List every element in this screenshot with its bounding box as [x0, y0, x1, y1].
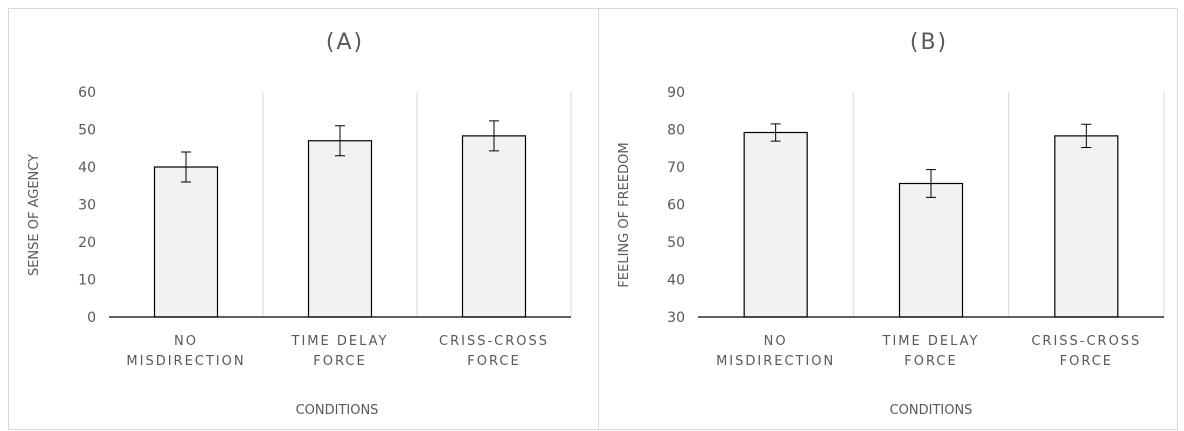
y-tick-label: 40 [78, 160, 96, 176]
category-label: FORCE [313, 354, 366, 369]
category-label: FORCE [1060, 354, 1113, 369]
y-tick-label: 30 [667, 310, 685, 326]
y-tick-label: 60 [78, 85, 96, 101]
y-tick-label: 90 [667, 85, 685, 101]
bar [1054, 135, 1119, 318]
y-tick-label: 70 [667, 160, 685, 176]
category-label: NO [174, 334, 198, 349]
bar [898, 182, 964, 318]
bar [153, 166, 219, 318]
x-axis-label: CONDITIONS [890, 403, 973, 418]
x-axis-label: CONDITIONS [296, 403, 379, 418]
y-tick-label: 0 [87, 310, 96, 326]
y-axis-label: FEELING OF FREEDOM [617, 142, 632, 287]
category-label: TIME DELAY [882, 334, 980, 349]
category-label: MISDIRECTION [126, 354, 245, 369]
category-label: MISDIRECTION [716, 354, 835, 369]
y-tick-label: 40 [667, 273, 685, 289]
y-tick-label: 80 [667, 123, 685, 139]
bar [743, 131, 808, 318]
chart-title: (A) [326, 30, 364, 55]
category-label: NO [764, 334, 788, 349]
chart-panel-a: (A) SENSE OF AGENCY CONDITIONS 0 10 20 30 40… [8, 8, 600, 430]
y-tick-label: 50 [667, 235, 685, 251]
y-tick-label: 20 [78, 235, 96, 251]
category-label: CRISS-CROSS [439, 334, 549, 349]
bar [307, 140, 373, 318]
category-label: FORCE [467, 354, 520, 369]
y-tick-label: 30 [78, 198, 96, 214]
category-label: FORCE [904, 354, 957, 369]
y-tick-label: 60 [667, 198, 685, 214]
chart-b-svg: (B) FEELING OF FREEDOM CONDITIONS 30 40 50… [617, 30, 1165, 418]
category-label: CRISS-CROSS [1031, 334, 1141, 349]
y-tick-label: 10 [78, 273, 96, 289]
chart-panel-b: (B) FEELING OF FREEDOM CONDITIONS 30 40 50… [598, 8, 1178, 430]
bar [461, 135, 527, 318]
chart-a-svg: (A) SENSE OF AGENCY CONDITIONS 0 10 20 30 40… [27, 30, 572, 418]
y-axis-label: SENSE OF AGENCY [27, 154, 42, 276]
category-label: TIME DELAY [291, 334, 389, 349]
chart-title: (B) [910, 30, 948, 55]
y-tick-label: 50 [78, 123, 96, 139]
